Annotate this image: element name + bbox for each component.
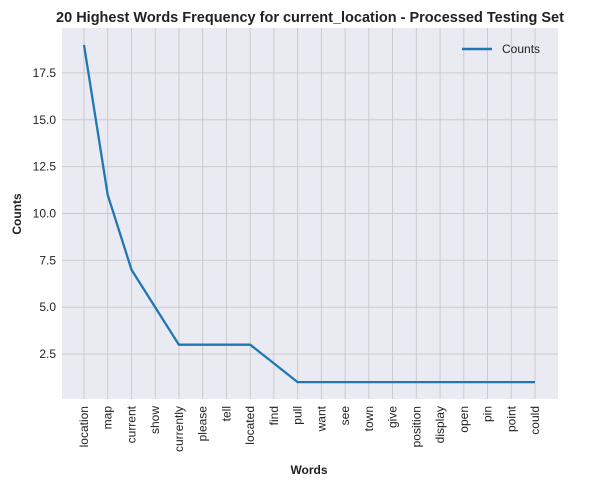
x-tick-label: could — [528, 406, 542, 435]
x-tick-label: town — [362, 406, 376, 431]
x-tick-label: location — [77, 406, 91, 447]
series-layer — [82, 44, 536, 384]
y-tick-label: 15.0 — [33, 113, 57, 127]
x-tick-label: point — [504, 405, 518, 432]
chart-title: 20 Highest Words Frequency for current_l… — [56, 10, 564, 26]
y-tick-label: 10.0 — [33, 207, 57, 221]
x-tick-label: give — [386, 406, 400, 428]
y-tick-label: 2.5 — [39, 347, 56, 361]
x-tick-label: find — [267, 406, 281, 425]
x-tick-label: see — [338, 406, 352, 426]
x-tick-label: pin — [481, 406, 495, 422]
x-tick-label: show — [148, 406, 162, 434]
x-tick-label: want — [314, 405, 328, 432]
legend: Counts — [462, 42, 540, 56]
x-axis-label: Words — [290, 463, 327, 477]
x-tick-label: please — [196, 406, 210, 442]
legend-label: Counts — [502, 42, 540, 56]
x-tick-label: tell — [219, 406, 233, 421]
x-tick-label: open — [457, 406, 471, 433]
series-line-counts — [82, 44, 535, 384]
y-axis-ticks: 2.5 5.0 7.5 10.0 12.5 15.0 17.5 — [33, 66, 57, 361]
y-tick-label: 7.5 — [39, 253, 56, 267]
y-axis-label: Counts — [10, 193, 24, 235]
x-tick-label: position — [409, 406, 423, 447]
x-tick-label: display — [433, 406, 447, 443]
grid — [62, 28, 558, 399]
y-tick-label: 5.0 — [39, 300, 56, 314]
x-tick-label: located — [243, 406, 257, 445]
x-tick-label: map — [101, 406, 115, 430]
y-tick-label: 17.5 — [33, 66, 57, 80]
x-tick-label: pull — [291, 406, 305, 425]
x-tick-label: current — [124, 405, 138, 443]
y-tick-label: 12.5 — [33, 160, 57, 174]
x-tick-label: currently — [172, 406, 186, 452]
x-axis-ticks: location map current show currently please tel… — [77, 405, 542, 452]
